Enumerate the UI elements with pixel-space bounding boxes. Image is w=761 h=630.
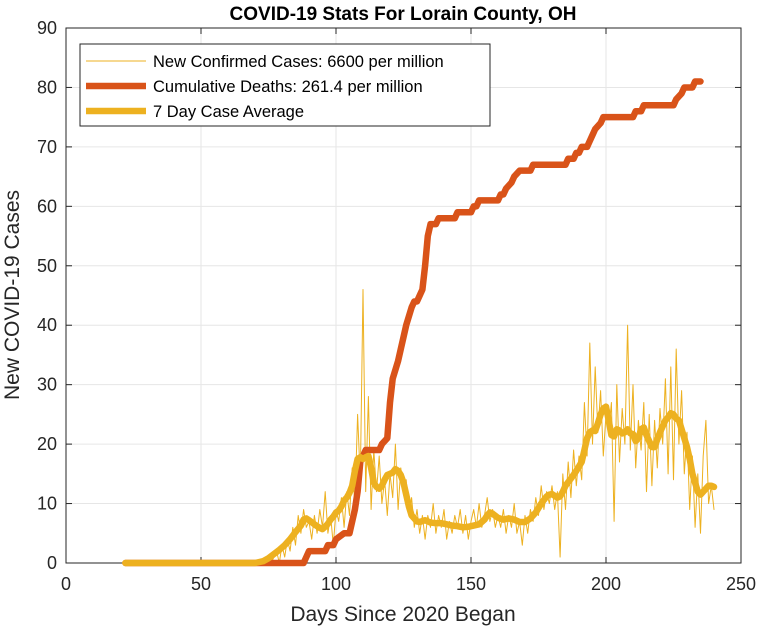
y-axis-title: New COVID-19 Cases [1,190,24,400]
legend-label-cumulative-deaths: Cumulative Deaths: 261.4 per million [153,78,423,96]
new-cases-line [124,289,715,564]
series-lines [122,78,718,567]
y-tick-label: 70 [37,137,57,157]
case-average-line [122,403,718,567]
y-tick-label: 80 [37,77,57,97]
y-tick-label: 50 [37,256,57,276]
plot-frame [65,27,742,564]
legend: New Confirmed Cases: 6600 per million Cu… [79,43,491,127]
y-tick-label: 40 [37,315,57,335]
chart-title: COVID-19 Stats For Lorain County, OH [230,4,577,25]
x-tick-label: 200 [591,574,621,594]
cumulative-deaths-line [122,78,704,567]
y-tick-label: 30 [37,375,57,395]
x-tick-label: 100 [321,574,351,594]
x-axis-title: Days Since 2020 Began [290,603,515,626]
x-tick-label: 0 [61,574,71,594]
y-tick-label: 20 [37,434,57,454]
x-tick-label: 150 [456,574,486,594]
x-tick-label: 50 [191,574,211,594]
legend-label-new-cases: New Confirmed Cases: 6600 per million [153,53,444,71]
x-tick-label: 250 [726,574,756,594]
y-tick-label: 0 [47,553,57,573]
y-tick-label: 90 [37,18,57,38]
legend-box [79,43,491,127]
y-tick-label: 60 [37,196,57,216]
y-tick-label: 10 [37,494,57,514]
legend-label-case-average: 7 Day Case Average [153,103,304,121]
